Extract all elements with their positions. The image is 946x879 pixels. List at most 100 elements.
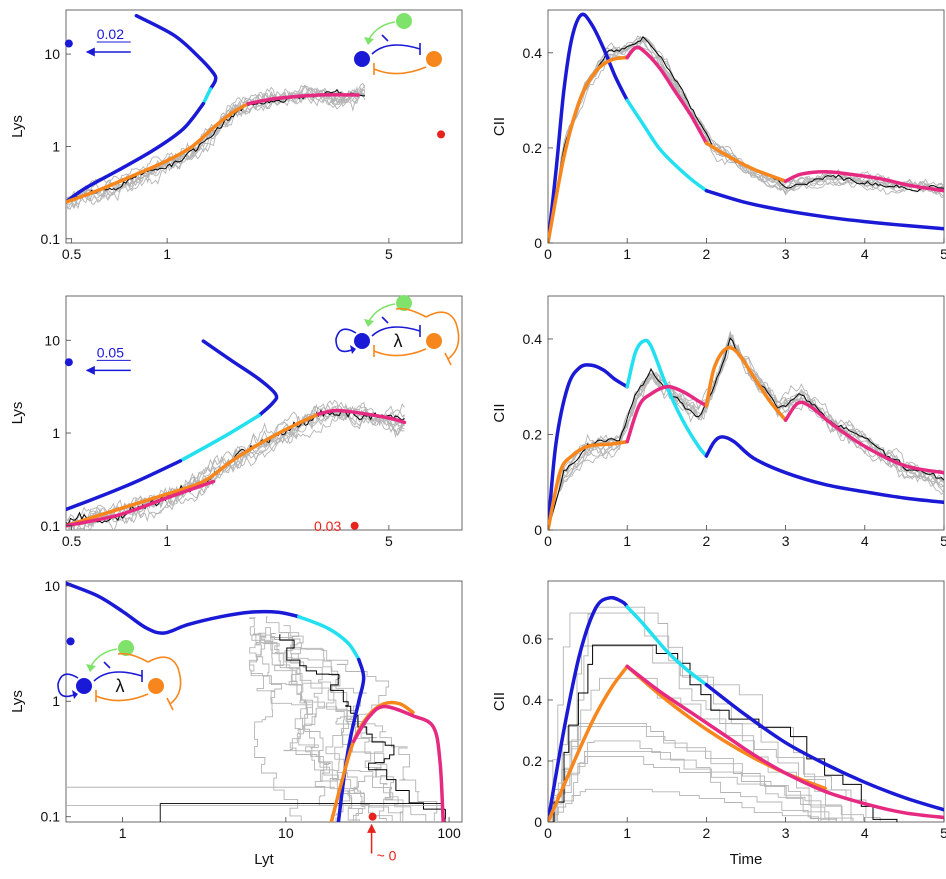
x-tick-label: 4 bbox=[861, 246, 869, 262]
repression-bar-icon bbox=[381, 34, 389, 42]
gray-trajectory bbox=[66, 406, 405, 523]
annotation-label: 0.05 bbox=[97, 344, 124, 360]
gray-trajectory bbox=[270, 633, 404, 822]
gray-trajectory bbox=[66, 84, 366, 203]
series-magenta-line bbox=[625, 45, 709, 145]
series-magenta-line bbox=[625, 384, 709, 444]
y-axis-label: Lys bbox=[9, 690, 26, 713]
activation-arrow-icon bbox=[367, 21, 396, 42]
plot-area bbox=[548, 330, 944, 530]
gray-trajectory bbox=[548, 740, 854, 822]
x-tick-label: 4 bbox=[861, 825, 869, 841]
gray-trajectory bbox=[548, 606, 843, 822]
y-axis-label: CII bbox=[491, 403, 508, 422]
repression-line-icon bbox=[373, 66, 427, 75]
x-tick-label: 0 bbox=[544, 246, 552, 262]
x-tick-label: 1 bbox=[163, 533, 171, 549]
series-magenta-line bbox=[316, 408, 407, 425]
plot-frame bbox=[65, 580, 463, 823]
series-orange-line bbox=[66, 101, 250, 204]
y-tick-label: 0.2 bbox=[523, 753, 543, 769]
repression-line-icon bbox=[395, 307, 427, 318]
green-node-icon bbox=[118, 640, 134, 656]
gray-trajectory bbox=[548, 39, 944, 243]
series-cyan-line bbox=[625, 605, 709, 687]
series-magenta-line bbox=[625, 664, 944, 820]
y-tick-label: 0.4 bbox=[523, 692, 543, 708]
x-tick-label: 3 bbox=[782, 825, 790, 841]
gray-trajectory bbox=[249, 633, 341, 822]
y-tick-label: 0.2 bbox=[523, 140, 543, 156]
y-axis-label: CII bbox=[491, 692, 508, 711]
gray-trajectory bbox=[548, 723, 837, 822]
activation-arrow-icon bbox=[89, 648, 118, 669]
series-orange-line bbox=[704, 345, 788, 422]
series-blue-line bbox=[66, 101, 206, 204]
series-blue-line bbox=[704, 188, 944, 231]
y-tick-label: 0.1 bbox=[41, 231, 61, 247]
y-axis-label: CII bbox=[491, 117, 508, 136]
black-trajectory bbox=[279, 634, 446, 822]
baseline-trajectory bbox=[159, 803, 442, 822]
x-tick-label: 5 bbox=[385, 533, 393, 549]
green-node-icon bbox=[396, 13, 412, 29]
series-blue-line bbox=[704, 682, 944, 812]
x-tick-label: 5 bbox=[940, 533, 946, 549]
y-tick-label: 0 bbox=[534, 522, 542, 538]
orange-node-icon bbox=[426, 333, 442, 349]
gray-trajectory bbox=[548, 40, 944, 243]
orange-node-icon bbox=[426, 51, 442, 67]
x-tick-label: 2 bbox=[703, 246, 711, 262]
repression-bar-icon bbox=[444, 352, 452, 366]
black-trajectory bbox=[66, 409, 405, 525]
annotation-label: ~ 0 bbox=[377, 848, 397, 864]
red-marker-point bbox=[368, 812, 377, 821]
plot-area bbox=[66, 13, 366, 211]
series-blue-line bbox=[548, 12, 629, 243]
x-tick-label: 5 bbox=[385, 246, 393, 262]
repression-line-icon bbox=[93, 671, 143, 682]
x-axis-label: Time bbox=[730, 851, 763, 868]
y-tick-label: 10 bbox=[44, 332, 60, 348]
gray-trajectory bbox=[548, 756, 819, 822]
series-orange-line bbox=[548, 439, 629, 530]
series-blue-line bbox=[201, 339, 279, 418]
repression-line-icon bbox=[117, 652, 149, 663]
gray-trajectory bbox=[249, 627, 302, 822]
green-node-icon bbox=[396, 295, 412, 311]
series-orange-line bbox=[66, 412, 321, 528]
panel-p5: ~ 0 1 10 100 0.1 1 10 Lys Lyt bbox=[9, 578, 463, 868]
series-cyan-line bbox=[178, 413, 261, 463]
orange-node-icon bbox=[148, 678, 164, 694]
plot-area bbox=[548, 595, 944, 822]
series-orange-line bbox=[548, 664, 629, 822]
x-tick-label: 5 bbox=[940, 825, 946, 841]
series-blue-line bbox=[704, 435, 944, 505]
series-magenta-line bbox=[783, 400, 944, 475]
series-blue-line bbox=[66, 581, 301, 635]
y-tick-label: 0 bbox=[534, 814, 542, 830]
series-orange-line bbox=[704, 141, 788, 183]
x-tick-label: 0 bbox=[544, 825, 552, 841]
arrow-head-icon bbox=[86, 664, 96, 672]
gray-trajectory bbox=[548, 750, 864, 822]
blue-node-icon bbox=[76, 678, 92, 694]
gray-trajectory bbox=[66, 84, 365, 211]
series-cyan-line bbox=[297, 614, 361, 662]
plot-frame bbox=[547, 580, 945, 823]
y-tick-label: 0 bbox=[534, 235, 542, 251]
series-orange-line bbox=[548, 55, 629, 243]
annotation-label: 0.02 bbox=[97, 26, 124, 42]
gray-trajectory bbox=[66, 86, 366, 211]
x-tick-label: 0.5 bbox=[62, 533, 82, 549]
series-magenta-line bbox=[66, 479, 216, 528]
self-loop-icon bbox=[335, 328, 357, 353]
plot-area bbox=[66, 339, 407, 530]
network-diagram-icon: λ bbox=[335, 295, 460, 366]
plot-frame bbox=[65, 295, 463, 531]
plot-frame bbox=[65, 9, 463, 244]
self-loop-icon bbox=[57, 673, 79, 698]
arrow-head-icon bbox=[72, 690, 78, 699]
series-cyan-line bbox=[625, 338, 709, 458]
x-tick-label: 3 bbox=[782, 246, 790, 262]
